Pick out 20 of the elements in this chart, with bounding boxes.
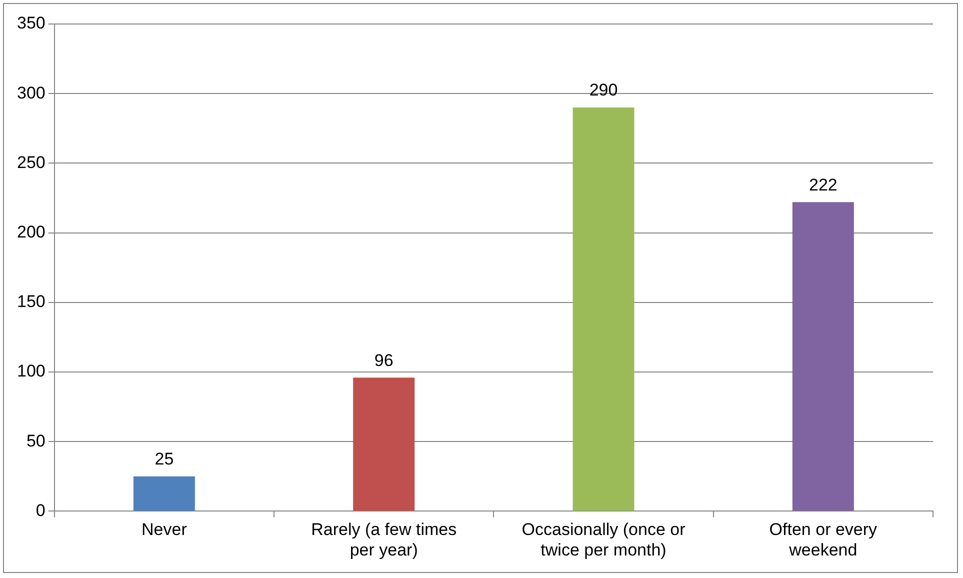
bar [792,202,854,511]
y-tick-label: 300 [16,83,46,102]
x-tick-label: Rarely (a few times per year) [311,520,457,560]
y-tick-label: 200 [16,222,46,242]
x-tick-label: Occasionally (once or twice per month) [522,520,686,560]
data-label: 25 [154,450,174,469]
y-tick-label: 250 [16,152,46,172]
data-label: 222 [808,175,838,194]
x-tick-label: Never [142,520,188,540]
bar [353,378,415,511]
data-label: 96 [374,350,394,370]
bar [133,476,195,511]
y-tick-label: 150 [16,292,46,312]
y-tick-label: 0 [36,500,46,520]
data-label: 290 [589,80,618,100]
x-tick-label: Often or every weekend [769,520,878,560]
y-tick-label: 50 [26,431,46,450]
y-tick-label: 350 [16,14,46,33]
bar [572,108,634,511]
y-tick-label: 100 [16,362,46,381]
